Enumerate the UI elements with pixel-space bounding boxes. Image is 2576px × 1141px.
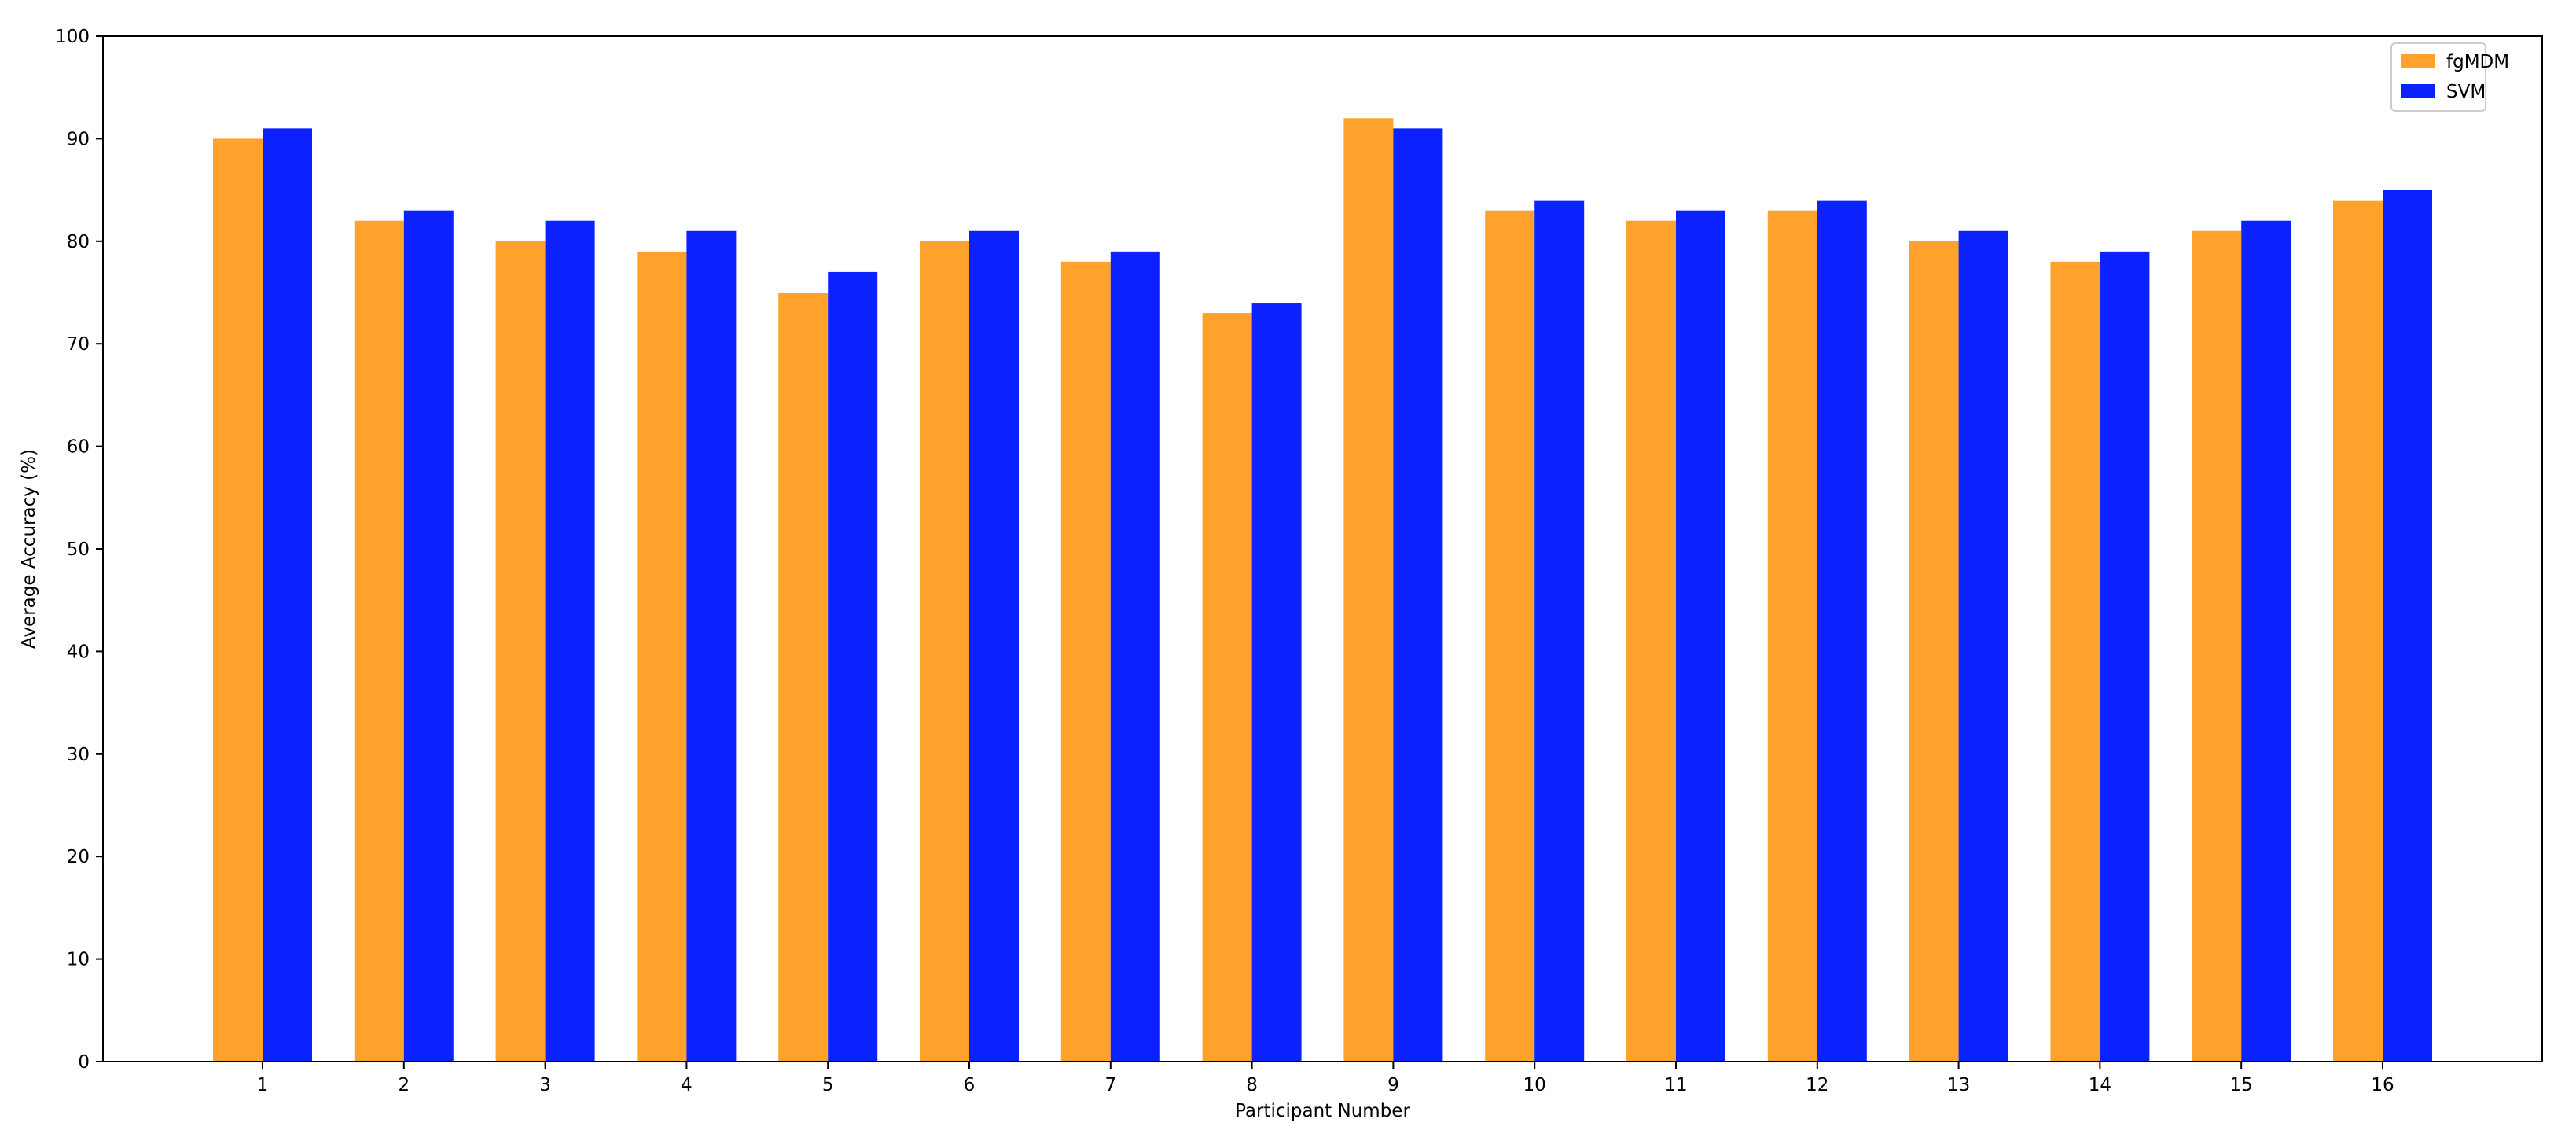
bar-svm-12	[1817, 200, 1867, 1062]
bar-fgmdm-8	[1202, 313, 1252, 1062]
bar-svm-14	[2100, 251, 2150, 1062]
x-tick-label: 3	[539, 1075, 551, 1095]
bar-fgmdm-13	[1909, 241, 1959, 1062]
legend-label-fgmdm: fgMDM	[2446, 52, 2509, 72]
y-tick-label: 50	[67, 539, 90, 560]
plot-frame	[102, 35, 2543, 1062]
x-tick-label: 8	[1246, 1075, 1258, 1095]
bar-svm-6	[969, 230, 1019, 1062]
bar-fgmdm-10	[1485, 210, 1535, 1062]
bars-group	[213, 118, 2432, 1062]
y-tick-label: 30	[67, 745, 90, 765]
bar-fgmdm-15	[2192, 230, 2242, 1062]
x-tick-label: 16	[2371, 1075, 2394, 1095]
x-tick-label: 7	[1104, 1075, 1116, 1095]
bar-svm-16	[2383, 190, 2432, 1062]
bar-svm-15	[2241, 220, 2291, 1062]
x-tick-label: 12	[1806, 1075, 1828, 1095]
bar-svm-11	[1676, 210, 1725, 1062]
bar-svm-1	[263, 128, 312, 1062]
x-tick-label: 4	[681, 1075, 693, 1095]
bar-svm-5	[828, 271, 878, 1062]
bar-fgmdm-2	[354, 220, 404, 1062]
x-tick-label: 11	[1664, 1075, 1687, 1095]
x-tick-label: 14	[2089, 1075, 2111, 1095]
legend-label-svm: SVM	[2446, 82, 2486, 102]
bar-fgmdm-9	[1343, 118, 1394, 1062]
y-tick-label: 40	[67, 642, 90, 662]
bar-fgmdm-6	[920, 241, 969, 1062]
bar-fgmdm-11	[1626, 220, 1676, 1062]
bar-svm-10	[1534, 200, 1585, 1062]
bar-svm-13	[1958, 230, 2008, 1062]
x-tick-label: 1	[257, 1075, 269, 1095]
legend-swatch-fgmdm	[2401, 54, 2435, 68]
bar-svm-7	[1110, 251, 1160, 1062]
y-tick-label: 90	[67, 129, 90, 149]
axes-group: 1 2 3 4 5 6 7 8 9 10 11 12 13 14 15 1601020304050607080…	[55, 27, 2394, 1095]
bar-fgmdm-3	[495, 241, 546, 1062]
bar-fgmdm-1	[213, 138, 263, 1062]
y-tick-label: 80	[67, 232, 90, 252]
y-tick-label: 70	[67, 334, 90, 355]
legend: fgMDM SVM	[2390, 42, 2509, 112]
bar-fgmdm-7	[1060, 261, 1111, 1062]
x-tick-label: 5	[822, 1075, 834, 1095]
bar-svm-4	[686, 230, 737, 1062]
y-tick-label: 60	[67, 437, 90, 458]
bar-svm-2	[403, 210, 454, 1062]
x-tick-label: 15	[2230, 1075, 2253, 1095]
y-tick-label: 0	[78, 1052, 90, 1073]
bar-fgmdm-4	[637, 251, 687, 1062]
bar-fgmdm-14	[2050, 261, 2100, 1062]
legend-swatch-svm	[2401, 84, 2435, 98]
x-tick-label: 2	[398, 1075, 410, 1095]
x-tick-label: 10	[1523, 1075, 1546, 1095]
bar-fgmdm-16	[2333, 200, 2383, 1062]
x-tick-label: 9	[1387, 1075, 1399, 1095]
y-tick-label: 100	[55, 27, 90, 47]
x-tick-label: 13	[1947, 1075, 1970, 1095]
bar-fgmdm-5	[778, 293, 829, 1062]
y-axis-label: Average Accuracy (%)	[19, 449, 39, 649]
y-tick-label: 10	[67, 950, 90, 970]
y-tick-label: 20	[67, 847, 90, 867]
bar-fgmdm-12	[1767, 210, 1817, 1062]
bar-svm-8	[1251, 303, 1302, 1062]
bar-svm-9	[1393, 128, 1443, 1062]
x-tick-label: 6	[964, 1075, 976, 1095]
bar-svm-3	[545, 220, 595, 1062]
x-axis-label: Participant Number	[1235, 1101, 1410, 1121]
